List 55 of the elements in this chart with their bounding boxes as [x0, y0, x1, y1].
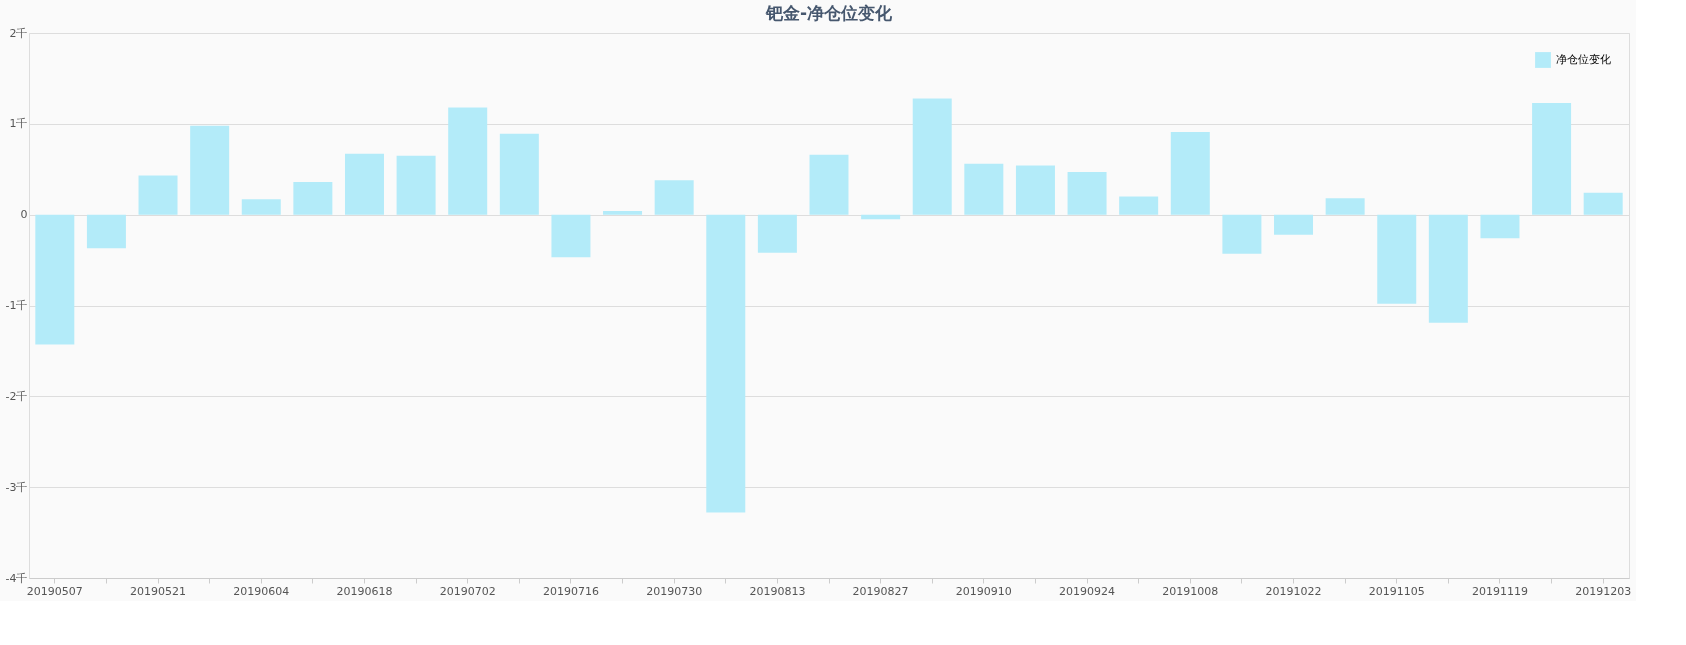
bar	[344, 153, 384, 215]
x-tick-label: 20190813	[749, 584, 806, 598]
legend-label: 净仓位变化	[1556, 53, 1611, 66]
x-tick-label: 20190604	[233, 584, 290, 598]
bar	[396, 155, 436, 215]
bar	[1222, 214, 1262, 254]
bar	[499, 133, 539, 215]
bar	[190, 125, 230, 215]
bar	[293, 181, 333, 215]
bar	[1428, 214, 1468, 323]
bar	[35, 214, 75, 345]
x-tick-label: 20190507	[26, 584, 83, 598]
x-tick-label: 20190618	[336, 584, 393, 598]
y-tick-label: 1千	[9, 117, 28, 131]
x-tick-label: 20191022	[1265, 584, 1322, 598]
x-tick-label: 20190702	[439, 584, 496, 598]
bar	[809, 154, 849, 215]
bar	[448, 107, 488, 215]
x-tick-label: 20191008	[1162, 584, 1219, 598]
x-tick-label: 20190716	[542, 584, 599, 598]
bar	[964, 163, 1004, 215]
bar	[1325, 198, 1365, 215]
bar	[603, 211, 643, 215]
y-tick-label: -3千	[5, 480, 28, 494]
x-tick-label: 20191105	[1368, 584, 1425, 598]
bar	[1377, 214, 1417, 304]
x-tick-label: 20190521	[130, 584, 187, 598]
bar	[1532, 102, 1572, 215]
bar	[1480, 214, 1520, 239]
bar	[654, 180, 694, 215]
bar	[706, 214, 746, 513]
bar	[1274, 214, 1314, 235]
bar	[138, 175, 178, 215]
bar	[1170, 132, 1210, 215]
bar	[757, 214, 797, 253]
bar	[1067, 171, 1107, 215]
x-tick-label: 20191119	[1471, 584, 1528, 598]
chart-title: 钯金-净仓位变化	[764, 3, 894, 23]
x-tick-label: 20190924	[1059, 584, 1116, 598]
x-tick-label: 20190827	[852, 584, 909, 598]
bar	[912, 98, 952, 215]
bar	[1119, 196, 1159, 215]
y-tick-label: -2千	[5, 389, 28, 403]
x-tick-label: 20190730	[646, 584, 703, 598]
bar	[241, 199, 281, 215]
y-tick-label: 2千	[9, 26, 28, 40]
bar	[1015, 165, 1055, 215]
y-tick-label: -4千	[5, 571, 28, 585]
bar	[1583, 192, 1623, 215]
y-tick-label: 0	[20, 208, 28, 222]
bar	[551, 214, 591, 258]
x-tick-label: 20190910	[955, 584, 1012, 598]
bar	[86, 214, 126, 249]
x-tick-label: 20191203	[1575, 584, 1632, 598]
y-tick-label: -1千	[5, 299, 28, 312]
